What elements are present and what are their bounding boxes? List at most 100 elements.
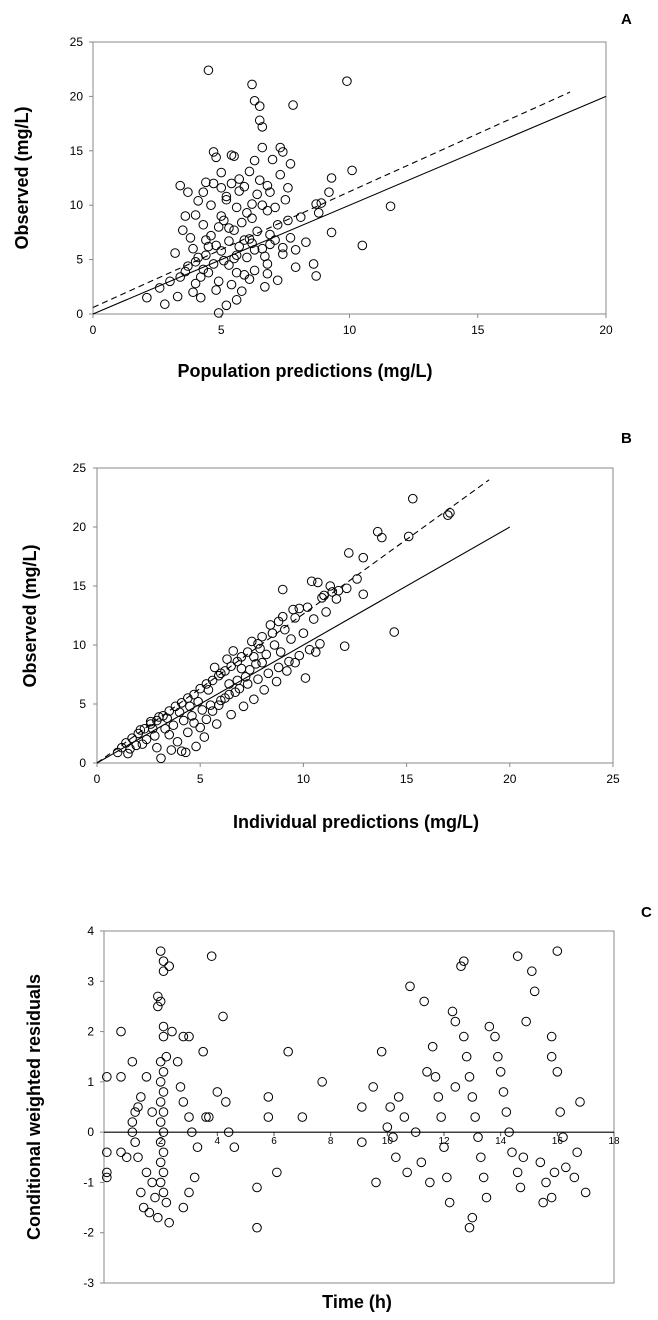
- scatter-point: [254, 175, 265, 185]
- scatter-point: [188, 287, 198, 298]
- scatter-point: [226, 661, 236, 672]
- scatter-point: [156, 753, 166, 764]
- scatter-point: [283, 215, 293, 226]
- reference-lines-b: [96, 479, 511, 764]
- scatter-point: [102, 1147, 112, 1158]
- scatter-point: [236, 663, 247, 674]
- scatter-point: [249, 694, 259, 705]
- scatter-point: [286, 634, 296, 644]
- scatter-point: [155, 1157, 166, 1168]
- scatter-point: [177, 225, 188, 236]
- scatter-point: [198, 1046, 208, 1057]
- scatter-point: [240, 672, 251, 682]
- scatter-point: [252, 1222, 262, 1233]
- scatter-point: [230, 687, 241, 698]
- scatter-point: [326, 227, 337, 238]
- scatter-point: [300, 673, 311, 683]
- scatter-point: [234, 174, 245, 184]
- scatter-point: [546, 1051, 557, 1062]
- scatter-point: [304, 644, 315, 655]
- y-tick-label: 0: [79, 756, 86, 770]
- scatter-point: [297, 1112, 308, 1122]
- x-tick-label: 10: [382, 1136, 394, 1147]
- scatter-point: [271, 676, 282, 687]
- scatter-point: [213, 222, 224, 232]
- scatter-point: [339, 641, 350, 651]
- scatter-point: [229, 225, 239, 236]
- scatter-point: [158, 1167, 169, 1178]
- scatter-point: [199, 732, 210, 742]
- scatter-point: [158, 1187, 169, 1198]
- scatter-point: [211, 285, 221, 295]
- y-tick-label: 5: [76, 253, 83, 267]
- scatter-point: [393, 1092, 404, 1102]
- scatter-point: [272, 219, 283, 230]
- scatter-point: [172, 1056, 183, 1067]
- scatter-point: [295, 212, 306, 222]
- scatter-point: [302, 602, 313, 613]
- scatter-point: [278, 242, 288, 253]
- scatter-point: [275, 647, 286, 657]
- scatter-point: [288, 100, 298, 110]
- scatter-point: [425, 1177, 435, 1188]
- solid-reference-line: [96, 526, 511, 764]
- y-tick-label: 20: [70, 89, 84, 103]
- scatter-point: [130, 1137, 140, 1147]
- scatter-point: [172, 291, 183, 302]
- scatter-point: [552, 1067, 563, 1077]
- scatter-point: [180, 747, 191, 758]
- scatter-point: [569, 1172, 580, 1183]
- scatter-point: [216, 182, 227, 193]
- scatter-point: [284, 656, 294, 667]
- scatter-point: [160, 299, 170, 310]
- scatter-point: [244, 274, 255, 284]
- scatter-point: [229, 151, 239, 162]
- scatter-point: [546, 1192, 557, 1203]
- scatter-point: [442, 1172, 452, 1183]
- scatter-point: [205, 700, 216, 710]
- scatter-point: [253, 639, 263, 649]
- scatter-point: [247, 213, 257, 224]
- scatter-point: [167, 1026, 177, 1037]
- scatter-point: [242, 208, 252, 218]
- scatter-point: [282, 666, 292, 676]
- panel-b: B 0 5 10 15 20 25 0 5 10 15 20 25 Individual predic…: [20, 430, 632, 832]
- scatter-point: [224, 223, 234, 233]
- y-tick-label: 10: [73, 638, 87, 652]
- scatter-point: [257, 142, 268, 153]
- scatter-point: [218, 1011, 228, 1022]
- scatter-point: [155, 1117, 166, 1127]
- scatter-point: [512, 951, 523, 961]
- scatter-point: [223, 1127, 234, 1137]
- scatter-point: [377, 532, 387, 543]
- scatter-point: [211, 152, 221, 163]
- plot-area-frame-c: [103, 930, 615, 1284]
- panel-letter-c: C: [641, 904, 652, 921]
- scatter-point: [253, 674, 263, 685]
- scatter-point: [265, 620, 276, 630]
- scatter-point: [190, 278, 201, 289]
- scatter-point: [234, 241, 245, 252]
- x-tick-label: 6: [271, 1136, 277, 1147]
- scatter-point: [183, 187, 193, 197]
- scatter-point: [430, 1072, 441, 1082]
- scatter-point: [447, 1006, 458, 1017]
- scatter-point: [382, 1122, 393, 1132]
- scatter-point: [187, 711, 197, 721]
- scatter-point: [501, 1107, 512, 1117]
- scatter-point: [133, 1152, 143, 1163]
- scatter-point: [211, 240, 221, 251]
- y-tick-label: 15: [70, 144, 84, 158]
- scatter-point: [410, 1127, 421, 1137]
- scatter-point: [141, 1072, 152, 1082]
- scatter-point: [326, 173, 337, 183]
- scatter-point: [192, 1142, 203, 1153]
- y-tick-label: 3: [87, 974, 94, 988]
- scatter-point: [221, 191, 232, 202]
- scatter-point: [204, 1112, 214, 1122]
- scatter-point: [127, 1056, 138, 1067]
- scatter-point: [208, 259, 219, 269]
- scatter-point: [178, 715, 189, 726]
- scatter-point: [234, 186, 245, 196]
- scatter-point: [170, 248, 180, 258]
